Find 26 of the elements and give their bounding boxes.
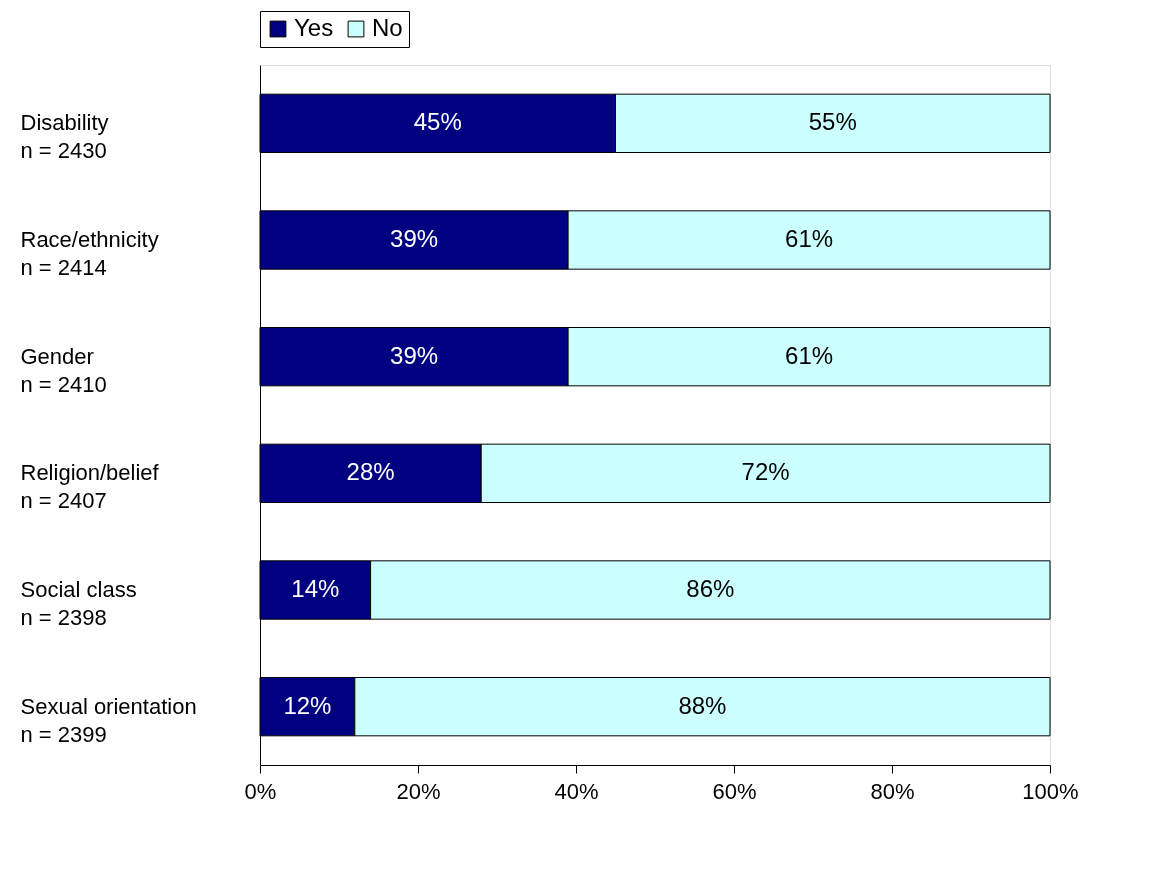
data-label: 39% bbox=[390, 341, 439, 369]
data-label: 55% bbox=[808, 108, 857, 136]
x-tick-label: 0% bbox=[244, 778, 277, 804]
x-tick-label: 100% bbox=[1022, 778, 1079, 804]
y-tick-label: Religion/belief n = 2407 bbox=[20, 460, 160, 514]
x-tick-label: 60% bbox=[712, 778, 757, 804]
legend-label: No bbox=[372, 14, 403, 41]
y-tick-label: Gender n = 2410 bbox=[20, 343, 107, 397]
data-label: 88% bbox=[678, 691, 727, 719]
data-label: 72% bbox=[741, 458, 790, 486]
x-tick-label: 20% bbox=[396, 778, 441, 804]
y-tick-label: Sexual orientation n = 2399 bbox=[20, 693, 197, 747]
legend-label: Yes bbox=[294, 14, 334, 41]
y-tick-label: Social class n = 2398 bbox=[20, 577, 137, 630]
y-tick-label: Race/ethnicity n = 2414 bbox=[20, 227, 159, 280]
y-tick-label: Disability n = 2430 bbox=[20, 110, 109, 164]
data-label: 39% bbox=[390, 225, 439, 252]
data-label: 12% bbox=[283, 691, 332, 719]
data-label: 14% bbox=[291, 575, 340, 602]
data-label: 28% bbox=[346, 458, 395, 486]
x-tick-label: 40% bbox=[554, 778, 599, 804]
data-label: 61% bbox=[785, 225, 834, 252]
x-tick-label: 80% bbox=[870, 778, 915, 804]
data-label: 86% bbox=[686, 575, 735, 602]
data-label: 45% bbox=[413, 108, 462, 136]
data-label: 61% bbox=[785, 341, 834, 369]
